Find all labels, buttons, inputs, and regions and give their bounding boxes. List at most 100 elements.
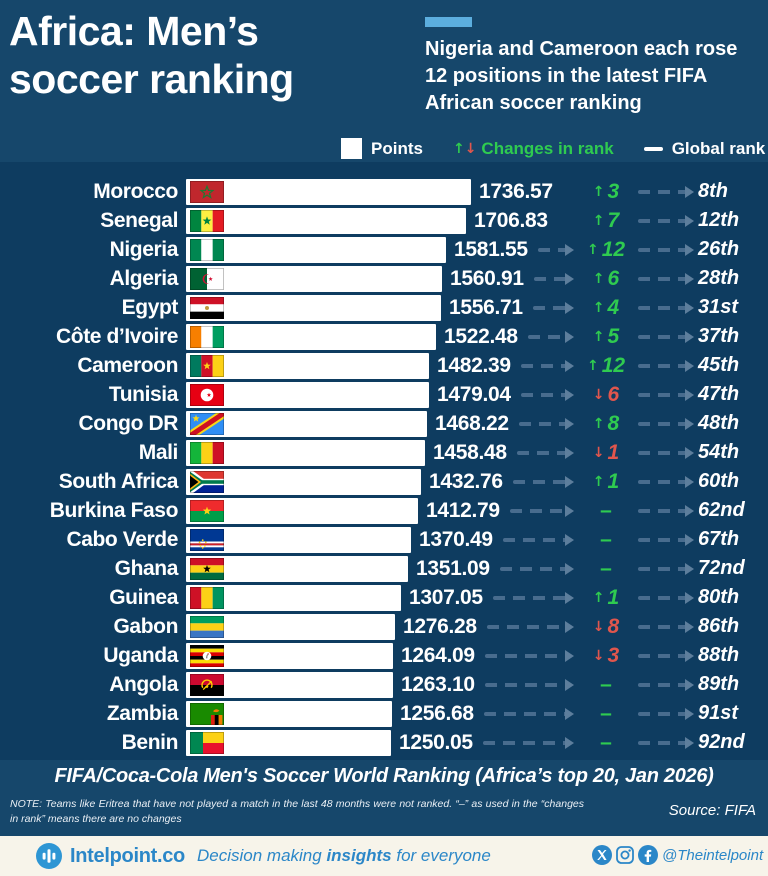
- ghana-flag-icon: [190, 557, 224, 580]
- country-label: Cabo Verde: [66, 527, 178, 551]
- ranking-row: Gabon 1276.28 ↓ 8 86th: [0, 612, 768, 641]
- dashed-arrow-connector: [638, 243, 694, 256]
- country-label: Zambia: [106, 701, 179, 725]
- social-handle[interactable]: @Theintelpoint: [662, 847, 764, 864]
- south-africa-flag-icon: [190, 470, 224, 493]
- ranking-row: Tunisia 1479.04 ↓ 6 47th: [0, 380, 768, 409]
- dashed-arrow-connector: [638, 591, 694, 604]
- dashed-arrow-connector: [638, 533, 694, 546]
- dashed-arrow-connector: [492, 591, 575, 604]
- flag-slot: [190, 731, 224, 754]
- change-arrow-icon: ↑: [592, 299, 605, 316]
- points-bar: [186, 468, 421, 495]
- country-label: Morocco: [93, 179, 178, 203]
- ranking-row: Egypt 1556.71 ↑ 4 31st: [0, 293, 768, 322]
- facebook-icon[interactable]: [638, 845, 658, 865]
- ranking-row: South Africa 1432.76 ↑ 1 60th: [0, 467, 768, 496]
- country-label: Gabon: [113, 614, 179, 638]
- global-rank: 47th: [698, 383, 740, 405]
- country-label: Cameroon: [77, 353, 178, 377]
- ranking-row: Côte d’Ivoire 1522.48 ↑ 5 37th: [0, 322, 768, 351]
- change-value: 12: [601, 237, 626, 261]
- dashed-arrow-connector: [638, 417, 694, 430]
- change-arrow-icon: ↑: [592, 589, 605, 606]
- ranking-row: Cameroon 1482.39 ↑ 12 45th: [0, 351, 768, 380]
- egypt-flag-icon: [190, 296, 224, 319]
- brand[interactable]: Intelpoint.co: [36, 843, 185, 869]
- benin-flag-icon: [190, 731, 224, 754]
- points-value: 1412.79: [426, 498, 500, 522]
- global-rank: 60th: [698, 470, 740, 492]
- dashed-arrow-connector: [638, 736, 694, 749]
- dashed-arrow-connector: [638, 359, 694, 372]
- ranking-row: Algeria 1560.91 ↑ 6 28th: [0, 264, 768, 293]
- rank-change: ↑ 12: [578, 354, 634, 378]
- title-line-1: Africa: Men’s: [9, 8, 259, 54]
- points-value: 1479.04: [437, 382, 511, 406]
- global-rank: 80th: [698, 586, 740, 608]
- points-value: 1736.57: [479, 179, 553, 203]
- global-rank: 28th: [698, 267, 740, 289]
- country-label: Mali: [138, 440, 179, 464]
- flag-slot: [190, 499, 224, 522]
- x-twitter-icon[interactable]: [592, 845, 612, 865]
- country-label: Algeria: [109, 266, 179, 290]
- tunisia-flag-icon: [190, 383, 224, 406]
- points-value: 1263.10: [401, 672, 475, 696]
- global-rank: 12th: [698, 209, 740, 231]
- change-value: 8: [607, 614, 620, 638]
- change-value: –: [600, 527, 612, 551]
- legend: Points ↑↓ Changes in rank Global rank: [341, 138, 765, 159]
- flag-slot: [190, 557, 224, 580]
- dashed-arrow-connector: [486, 620, 575, 633]
- rank-change: –: [578, 557, 634, 581]
- footnote: NOTE: Teams like Eritrea that have not p…: [10, 798, 584, 825]
- points-bar: [186, 729, 391, 756]
- points-bar: [186, 236, 446, 263]
- change-arrow-icon: ↓: [592, 647, 605, 664]
- dashed-arrow-connector: [532, 301, 575, 314]
- ranking-chart: Morocco 1736.57 ↑ 3 8th Senegal 1706.83 …: [0, 162, 768, 760]
- points-bar: [186, 526, 411, 553]
- points-value: 1276.28: [403, 614, 477, 638]
- country-label: Senegal: [100, 208, 178, 232]
- cote-divoire-flag-icon: [190, 325, 224, 348]
- flag-slot: [190, 354, 224, 377]
- rank-change: –: [578, 499, 634, 523]
- angola-flag-icon: [190, 673, 224, 696]
- ranking-row: Benin 1250.05 – 92nd: [0, 728, 768, 757]
- dashed-arrow-connector: [512, 475, 575, 488]
- dashed-arrow-connector: [638, 446, 694, 459]
- rank-change: –: [578, 702, 634, 726]
- points-value: 1264.09: [401, 643, 475, 667]
- points-value: 1250.05: [399, 730, 473, 754]
- change-arrow-icon: ↑: [592, 473, 605, 490]
- change-arrow-icon: ↑: [592, 270, 605, 287]
- instagram-icon[interactable]: [615, 845, 635, 865]
- dashed-arrow-connector: [638, 388, 694, 401]
- senegal-flag-icon: [190, 209, 224, 232]
- change-arrow-icon: ↑: [586, 241, 599, 258]
- rank-change: –: [578, 731, 634, 755]
- dashed-arrow-connector: [483, 707, 575, 720]
- points-value: 1351.09: [416, 556, 490, 580]
- rank-change: –: [578, 528, 634, 552]
- dashed-arrow-connector: [638, 301, 694, 314]
- ranking-row: Uganda 1264.09 ↓ 3 88th: [0, 641, 768, 670]
- mali-flag-icon: [190, 441, 224, 464]
- flag-slot: [190, 180, 224, 203]
- points-value: 1307.05: [409, 585, 483, 609]
- change-arrow-icon: ↑: [592, 415, 605, 432]
- points-bar: [186, 323, 436, 350]
- country-label: South Africa: [58, 469, 179, 493]
- dashed-arrow-connector: [484, 649, 575, 662]
- dashed-arrow-connector: [638, 214, 694, 227]
- country-label: Guinea: [109, 585, 178, 609]
- global-rank: 89th: [698, 673, 740, 695]
- dashed-arrow-connector: [638, 678, 694, 691]
- rank-change: ↑ 1: [578, 470, 634, 494]
- points-value: 1522.48: [444, 324, 518, 348]
- rank-change: ↓ 8: [578, 615, 634, 639]
- zambia-flag-icon: [190, 702, 224, 725]
- ranking-row: Congo DR 1468.22 ↑ 8 48th: [0, 409, 768, 438]
